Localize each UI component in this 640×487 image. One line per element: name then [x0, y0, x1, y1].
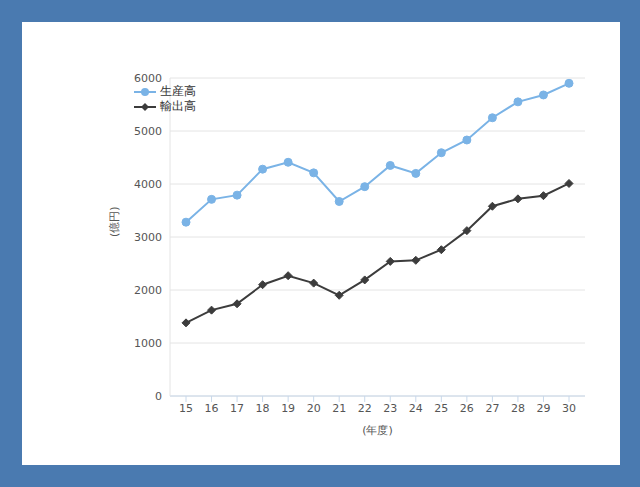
svg-text:27: 27: [485, 402, 499, 415]
svg-text:1000: 1000: [134, 337, 162, 350]
svg-text:16: 16: [205, 402, 219, 415]
svg-text:21: 21: [332, 402, 346, 415]
svg-text:20: 20: [307, 402, 321, 415]
svg-text:25: 25: [434, 402, 448, 415]
svg-text:24: 24: [409, 402, 423, 415]
html-text:生産高: 生産高: [160, 84, 196, 98]
svg-text:18: 18: [256, 402, 270, 415]
svg-text:(年度): (年度): [362, 424, 393, 437]
svg-text:26: 26: [460, 402, 474, 415]
svg-text:4000: 4000: [134, 178, 162, 191]
svg-text:23: 23: [383, 402, 397, 415]
svg-text:6000: 6000: [134, 72, 162, 85]
svg-text:15: 15: [179, 402, 193, 415]
svg-text:28: 28: [511, 402, 525, 415]
svg-text:30: 30: [562, 402, 576, 415]
svg-text:22: 22: [358, 402, 372, 415]
svg-text:17: 17: [230, 402, 244, 415]
svg-text:29: 29: [536, 402, 550, 415]
svg-text:3000: 3000: [134, 231, 162, 244]
svg-text:(億円): (億円): [108, 206, 121, 237]
html-text:輸出高: 輸出高: [160, 99, 196, 113]
svg-text:5000: 5000: [134, 125, 162, 138]
svg-text:19: 19: [281, 402, 295, 415]
svg-text:0: 0: [155, 390, 162, 403]
svg-text:2000: 2000: [134, 284, 162, 297]
